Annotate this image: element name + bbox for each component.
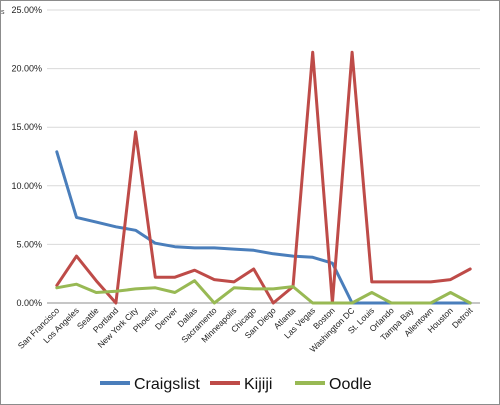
legend-label-oodle: Oodle bbox=[329, 376, 372, 393]
corner-marker: s bbox=[1, 9, 5, 16]
y-tick-label: 15.00% bbox=[11, 122, 42, 132]
y-tick-label: 0.00% bbox=[16, 298, 42, 308]
y-axis-tick-labels: 0.00% 5.00% 10.00% 15.00% 20.00% 25.00% bbox=[11, 5, 42, 308]
series-lines bbox=[55, 50, 472, 305]
legend-label-craigslist: Craigslist bbox=[134, 376, 200, 393]
series-line-kijiji bbox=[55, 50, 472, 305]
legend-label-kijiji: Kijiji bbox=[244, 376, 272, 393]
y-tick-label: 20.00% bbox=[11, 64, 42, 74]
y-tick-label: 5.00% bbox=[16, 239, 42, 249]
y-tick-label: 10.00% bbox=[11, 181, 42, 191]
legend: Craigslist Kijiji Oodle bbox=[100, 376, 372, 393]
series-line-oodle bbox=[55, 279, 472, 305]
y-tick-label: 25.00% bbox=[11, 5, 42, 15]
gridlines bbox=[47, 9, 480, 245]
